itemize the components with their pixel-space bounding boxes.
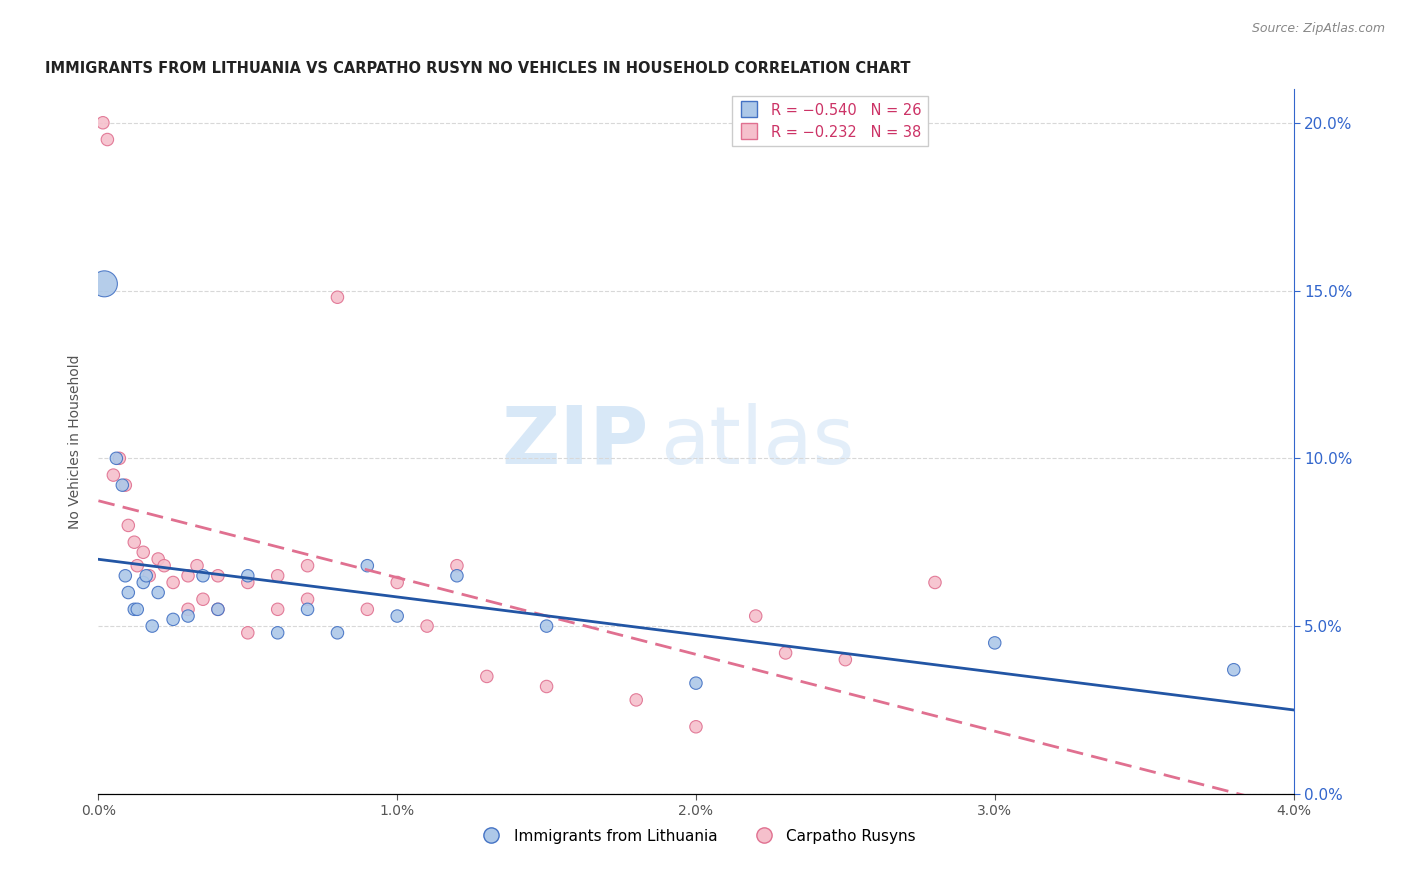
Point <box>834 653 856 667</box>
Text: ZIP: ZIP <box>501 402 648 481</box>
Point <box>117 585 139 599</box>
Point <box>108 451 131 466</box>
Point <box>297 592 319 607</box>
Point <box>326 290 349 304</box>
Point <box>96 132 118 146</box>
Point <box>267 625 290 640</box>
Point <box>685 676 707 690</box>
Point <box>1223 663 1246 677</box>
Point <box>114 478 136 492</box>
Point <box>207 602 229 616</box>
Point <box>127 602 149 616</box>
Point <box>446 568 468 582</box>
Point <box>446 558 468 573</box>
Legend: Immigrants from Lithuania, Carpatho Rusyns: Immigrants from Lithuania, Carpatho Rusy… <box>470 822 922 850</box>
Point <box>207 602 229 616</box>
Point <box>745 609 768 624</box>
Point <box>356 602 378 616</box>
Point <box>132 575 155 590</box>
Point <box>162 575 184 590</box>
Point <box>326 625 349 640</box>
Point <box>127 558 149 573</box>
Point <box>475 669 498 683</box>
Point <box>93 277 115 291</box>
Text: Source: ZipAtlas.com: Source: ZipAtlas.com <box>1251 22 1385 36</box>
Point <box>153 558 176 573</box>
Point <box>135 568 157 582</box>
Point <box>141 619 163 633</box>
Point <box>114 568 136 582</box>
Point <box>186 558 208 573</box>
Point <box>297 602 319 616</box>
Point <box>236 575 259 590</box>
Point <box>267 602 290 616</box>
Point <box>177 609 200 624</box>
Point <box>267 568 290 582</box>
Point <box>162 612 184 626</box>
Point <box>132 545 155 559</box>
Point <box>207 568 229 582</box>
Point <box>111 478 134 492</box>
Point <box>536 619 558 633</box>
Point <box>105 451 128 466</box>
Point <box>924 575 946 590</box>
Point <box>117 518 139 533</box>
Y-axis label: No Vehicles in Household: No Vehicles in Household <box>69 354 83 529</box>
Point <box>775 646 797 660</box>
Point <box>356 558 378 573</box>
Point <box>385 575 409 590</box>
Point <box>984 636 1007 650</box>
Point <box>148 552 170 566</box>
Point <box>626 693 648 707</box>
Point <box>103 468 125 483</box>
Point <box>177 568 200 582</box>
Point <box>138 568 160 582</box>
Point <box>236 568 259 582</box>
Point <box>685 720 707 734</box>
Point <box>385 609 409 624</box>
Text: IMMIGRANTS FROM LITHUANIA VS CARPATHO RUSYN NO VEHICLES IN HOUSEHOLD CORRELATION: IMMIGRANTS FROM LITHUANIA VS CARPATHO RU… <box>45 61 910 76</box>
Point <box>416 619 439 633</box>
Point <box>177 602 200 616</box>
Point <box>536 680 558 694</box>
Point <box>148 585 170 599</box>
Point <box>191 592 214 607</box>
Point <box>124 602 146 616</box>
Point <box>297 558 319 573</box>
Point <box>191 568 214 582</box>
Text: atlas: atlas <box>661 402 855 481</box>
Point <box>124 535 146 549</box>
Point <box>236 625 259 640</box>
Point <box>91 116 114 130</box>
